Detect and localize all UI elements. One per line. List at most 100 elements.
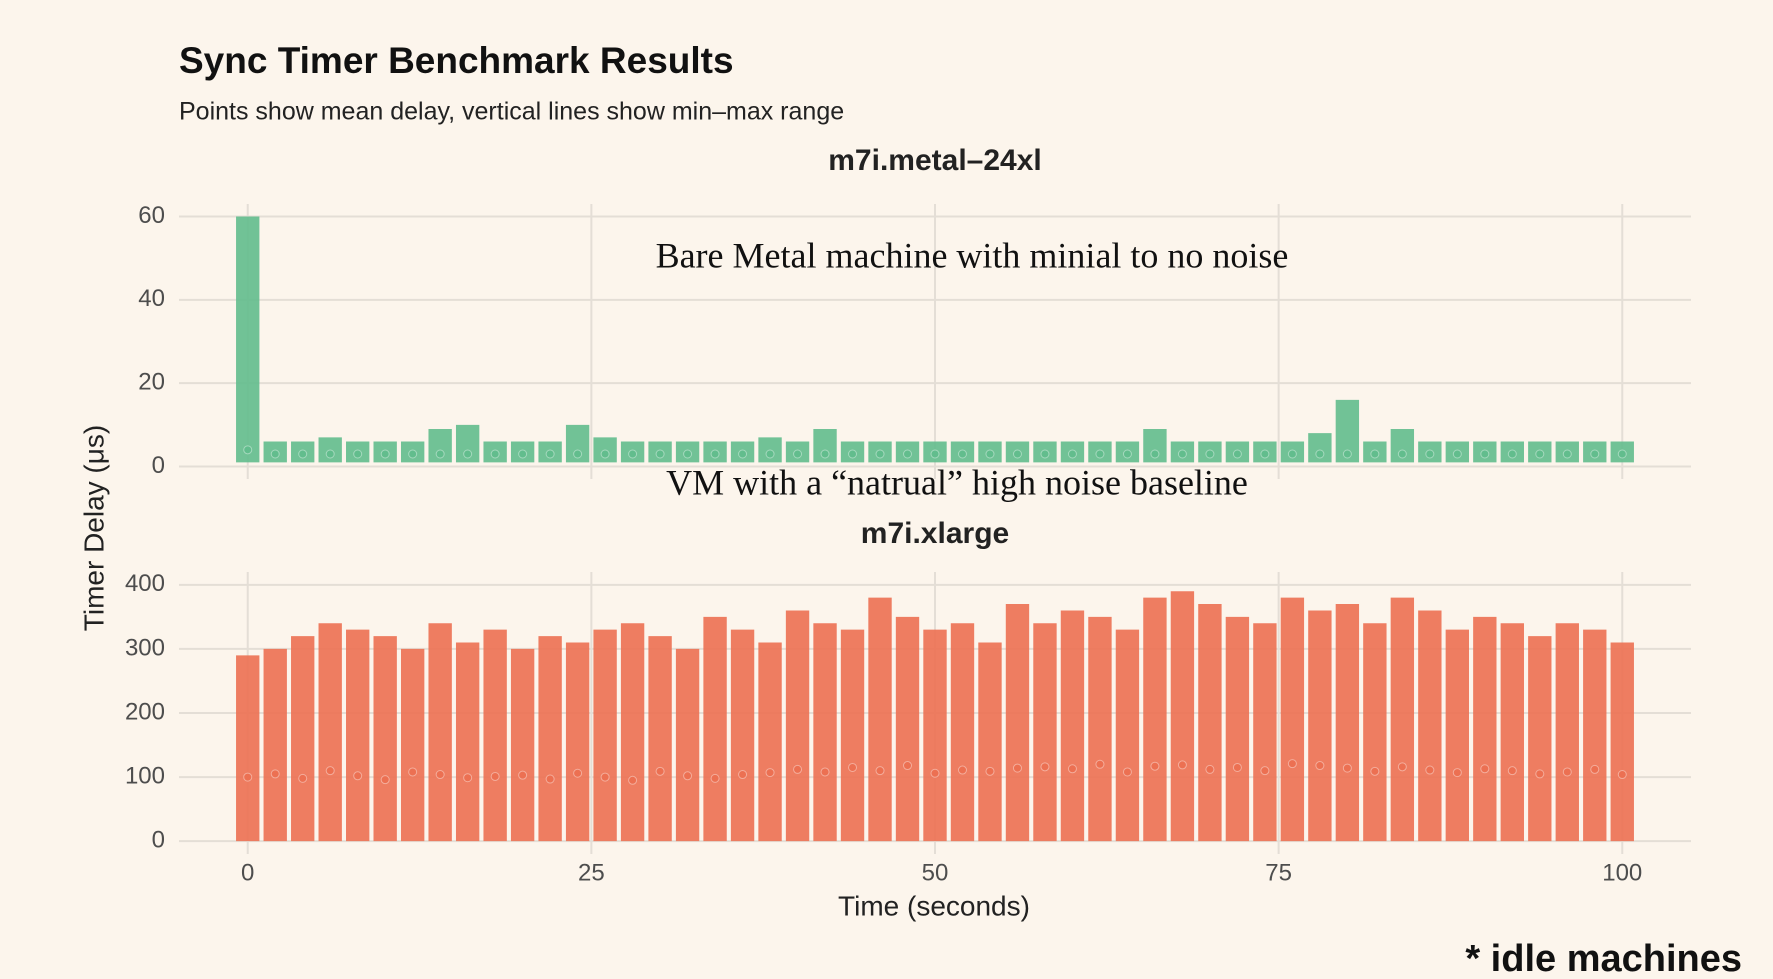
mean-point (1370, 766, 1380, 776)
facet-title: m7i.metal–24xl (828, 144, 1041, 177)
mean-point (765, 768, 775, 778)
mean-point (628, 775, 638, 785)
mean-point (518, 449, 528, 459)
chart-title: Sync Timer Benchmark Results (179, 40, 734, 81)
mean-point (903, 761, 913, 771)
mean-point (1562, 449, 1572, 459)
mean-point (628, 449, 638, 459)
mean-point (1040, 449, 1050, 459)
mean-point (243, 445, 253, 455)
mean-point (1177, 760, 1187, 770)
mean-point (710, 449, 720, 459)
mean-point (957, 449, 967, 459)
mean-point (1067, 764, 1077, 774)
mean-point (793, 449, 803, 459)
y-tick-label: 0 (152, 452, 165, 479)
mean-point (1012, 449, 1022, 459)
mean-point (1590, 764, 1600, 774)
mean-point (1122, 767, 1132, 777)
mean-point (1370, 449, 1380, 459)
x-axis-title: Time (seconds) (838, 890, 1030, 921)
note: * idle machines (1465, 938, 1742, 979)
mean-point (875, 449, 885, 459)
mean-point (1342, 449, 1352, 459)
y-tick-label: 200 (125, 698, 165, 725)
y-tick-label: 300 (125, 634, 165, 661)
mean-point (1425, 765, 1435, 775)
mean-point (1040, 762, 1050, 772)
mean-point (1535, 769, 1545, 779)
mean-point (600, 772, 610, 782)
mean-point (848, 449, 858, 459)
panel: m7i.metal–24xl 0 20 40 60 Bare Metal machine … (138, 144, 1691, 479)
mean-point (1535, 449, 1545, 459)
mean-point (793, 764, 803, 774)
mean-point (600, 449, 610, 459)
mean-point (1150, 761, 1160, 771)
mean-point (1232, 449, 1242, 459)
mean-point (1480, 449, 1490, 459)
mean-point (490, 449, 500, 459)
mean-point (1012, 763, 1022, 773)
x-tick-label: 75 (1265, 859, 1292, 886)
mean-point (1205, 764, 1215, 774)
mean-point (408, 449, 418, 459)
y-tick-label: 40 (138, 285, 165, 312)
mean-point (380, 449, 390, 459)
mean-point (1315, 761, 1325, 771)
mean-point (1260, 449, 1270, 459)
mean-point (1205, 449, 1215, 459)
mean-point (490, 771, 500, 781)
chart-subtitle: Points show mean delay, vertical lines s… (179, 98, 844, 126)
mean-point (1507, 449, 1517, 459)
mean-point (848, 762, 858, 772)
mean-point (353, 449, 363, 459)
mean-point (573, 449, 583, 459)
mean-point (820, 767, 830, 777)
y-tick-label: 100 (125, 762, 165, 789)
mean-point (903, 449, 913, 459)
x-tick-label: 25 (578, 859, 605, 886)
mean-point (985, 766, 995, 776)
facet-title: m7i.xlarge (861, 517, 1009, 550)
mean-point (1590, 449, 1600, 459)
mean-point (710, 773, 720, 783)
x-tick-label: 0 (241, 859, 254, 886)
mean-point (1095, 759, 1105, 769)
mean-point (1617, 449, 1627, 459)
mean-point (1452, 768, 1462, 778)
mean-point (1287, 449, 1297, 459)
mean-point (1342, 763, 1352, 773)
mean-point (325, 766, 335, 776)
mean-point (1562, 767, 1572, 777)
mean-point (1397, 449, 1407, 459)
x-tick-label: 100 (1602, 859, 1642, 886)
mean-point (985, 449, 995, 459)
mean-point (298, 773, 308, 783)
mean-point (545, 774, 555, 784)
mean-point (683, 449, 693, 459)
mean-point (463, 773, 473, 783)
mean-point (1452, 449, 1462, 459)
mean-point (738, 770, 748, 780)
mean-point (1095, 449, 1105, 459)
mean-point (353, 771, 363, 781)
mean-point (683, 771, 693, 781)
mean-point (325, 449, 335, 459)
mean-point (1287, 759, 1297, 769)
mean-point (930, 768, 940, 778)
mean-point (738, 449, 748, 459)
mean-point (463, 449, 473, 459)
mean-point (1260, 766, 1270, 776)
y-tick-label: 60 (138, 202, 165, 229)
mean-point (1315, 449, 1325, 459)
mean-point (930, 449, 940, 459)
mean-point (655, 449, 665, 459)
mean-point (1397, 762, 1407, 772)
y-tick-label: 0 (152, 827, 165, 854)
x-tick-label: 50 (922, 859, 949, 886)
mean-point (270, 769, 280, 779)
mean-point (1177, 449, 1187, 459)
mean-point (1122, 449, 1132, 459)
